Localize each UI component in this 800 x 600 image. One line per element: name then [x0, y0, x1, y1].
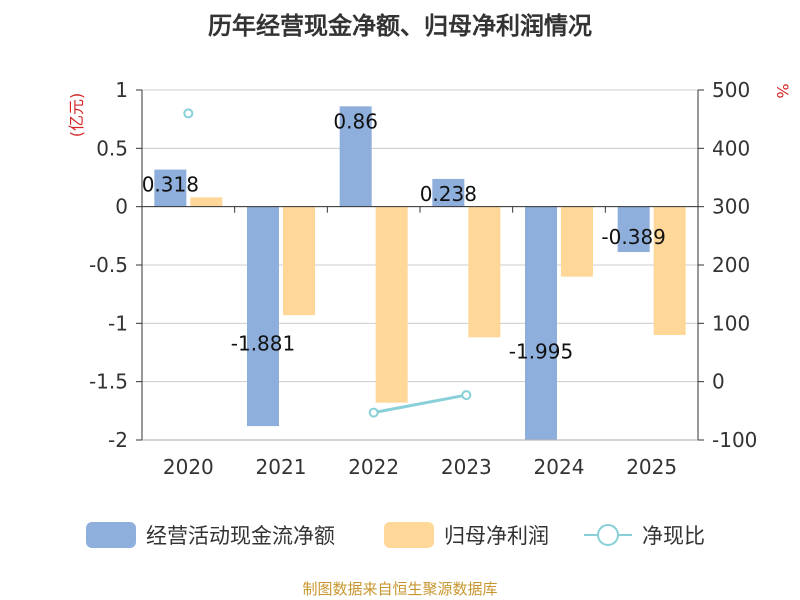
axes-group: 1 0.5 0 -0.5 -1 -1.5 -2 500 400 300 200 100 0 -100 (亿元… — [67, 78, 792, 479]
x-tick-label: 2022 — [348, 455, 399, 479]
x-tick-label: 2023 — [441, 455, 492, 479]
cash-flow-bar — [247, 206, 279, 427]
legend-label: 归母净利润 — [444, 524, 549, 548]
legend-label: 净现比 — [642, 524, 705, 548]
net-profit-bar — [375, 206, 408, 403]
net-profit-bar — [468, 206, 501, 338]
right-tick-label: 400 — [712, 136, 750, 160]
left-axis-unit: (亿元) — [67, 93, 86, 138]
net-profit-bar — [561, 206, 593, 277]
left-tick-label: 1 — [115, 78, 128, 102]
legend-net-profit: 归母净利润 — [384, 522, 549, 548]
x-tick-label: 2021 — [256, 455, 307, 479]
cash-flow-value-label: 0.86 — [333, 109, 378, 133]
grid-lines — [142, 89, 698, 441]
net-profit-bar — [283, 206, 315, 316]
left-tick-label: 0 — [115, 195, 128, 219]
ratio-line-group — [183, 108, 472, 418]
legend-swatch — [86, 522, 136, 548]
legend-ratio: 净现比 — [584, 524, 705, 548]
data-source-note: 制图数据来自恒生聚源数据库 — [302, 580, 498, 598]
cash-flow-bar — [432, 178, 465, 207]
net-profit-bar — [190, 197, 223, 207]
right-tick-label: 200 — [712, 253, 750, 277]
left-tick-label: -0.5 — [89, 253, 128, 277]
cash-flow-bar — [525, 206, 557, 440]
left-tick-label: -1 — [108, 311, 128, 335]
right-tick-label: 100 — [712, 311, 750, 335]
legend-label: 经营活动现金流净额 — [146, 524, 335, 548]
cash-flow-bar — [339, 106, 372, 207]
ratio-line-segment — [373, 393, 467, 415]
cash-flow-value-label: -1.881 — [231, 331, 295, 355]
chart-title: 历年经营现金净额、归母净利润情况 — [208, 12, 592, 40]
cash-flow-value-label: -0.389 — [601, 225, 665, 249]
cash-flow-bar — [617, 206, 650, 253]
right-tick-label: 500 — [712, 78, 750, 102]
legend-cash-flow: 经营活动现金流净额 — [86, 522, 335, 548]
cash-flow-value-label: 0.318 — [142, 173, 199, 197]
data-labels-group: 0.318 -1.881 0.86 0.238 -1.995 -0.389 — [142, 109, 666, 363]
net-profit-bar — [653, 206, 686, 335]
left-tick-label: -1.5 — [89, 370, 128, 394]
cash-flow-value-label: 0.238 — [420, 182, 477, 206]
right-tick-label: -100 — [712, 428, 757, 452]
cash-flow-value-label: -1.995 — [509, 339, 573, 363]
x-tick-label: 2025 — [626, 455, 677, 479]
legend-marker — [597, 524, 619, 546]
left-tick-label: -2 — [108, 428, 128, 452]
ratio-point — [368, 407, 379, 418]
bars-group — [154, 106, 686, 440]
legend: 经营活动现金流净额 归母净利润 净现比 — [86, 522, 705, 548]
right-tick-label: 0 — [712, 370, 725, 394]
ratio-point — [183, 108, 194, 119]
left-tick-label: 0.5 — [96, 136, 128, 160]
ratio-point — [461, 390, 472, 401]
right-tick-label: 300 — [712, 195, 750, 219]
legend-swatch — [384, 522, 434, 548]
x-tick-label: 2024 — [534, 455, 585, 479]
right-axis-unit: % — [773, 83, 792, 98]
x-tick-label: 2020 — [163, 455, 214, 479]
cash-flow-bar — [154, 169, 187, 207]
